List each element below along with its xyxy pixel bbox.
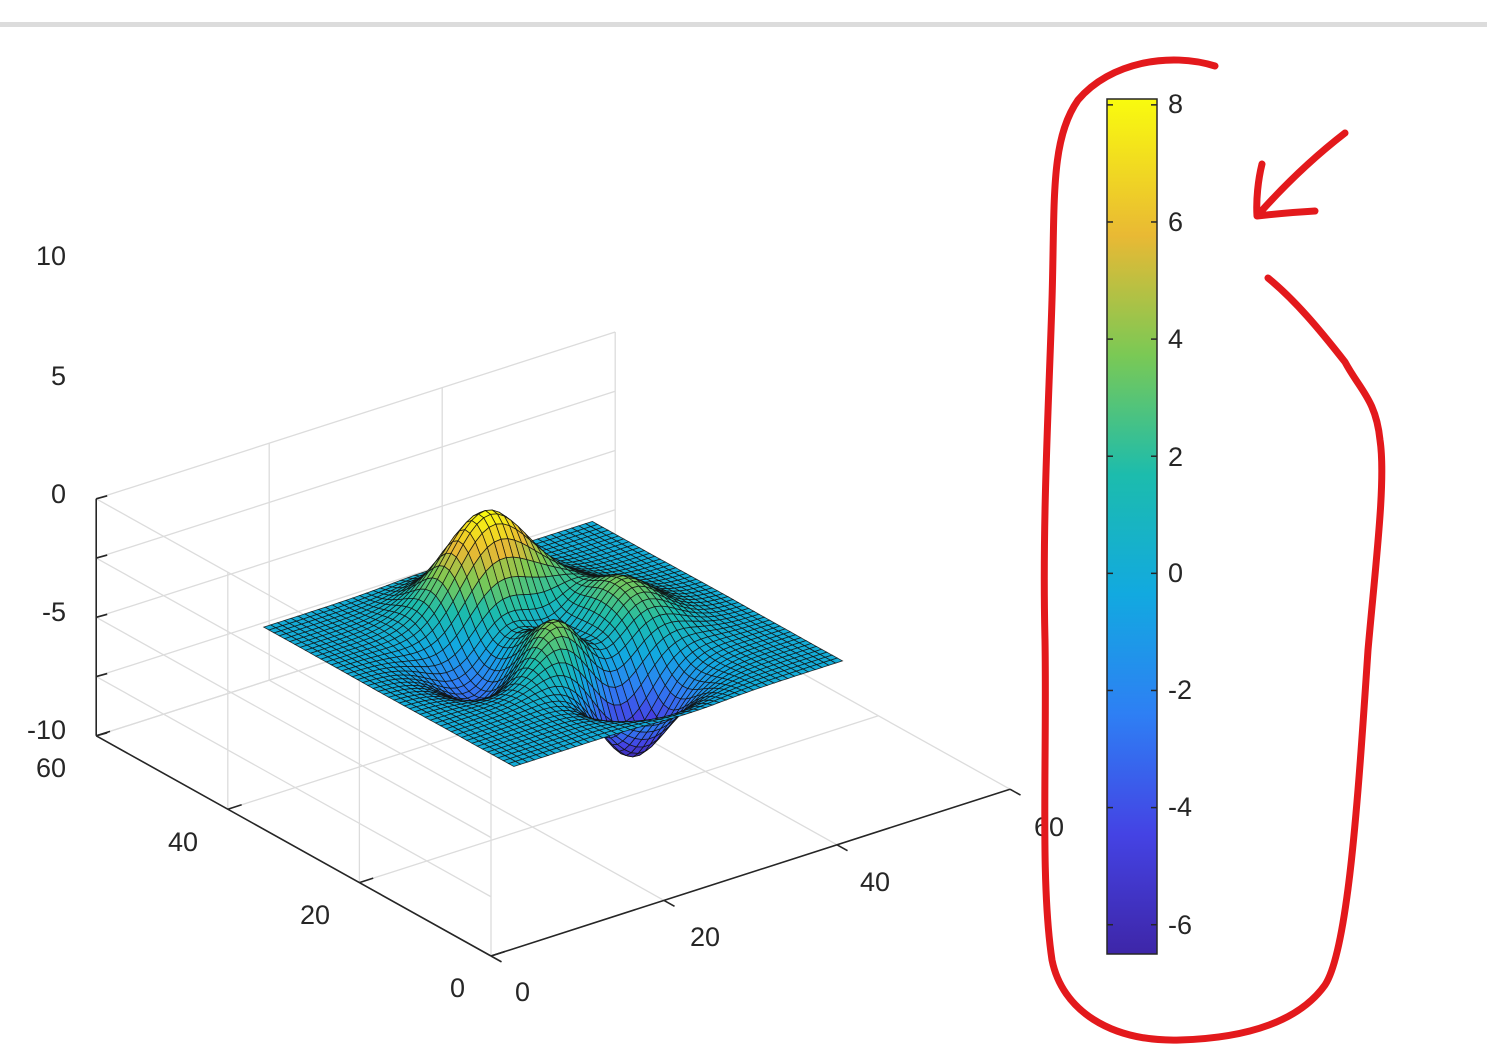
red-annotation (1040, 56, 1386, 1044)
colorbar-tick-label: 2 (1168, 442, 1183, 472)
window-top-border (0, 22, 1487, 27)
y-tick-label: 20 (300, 900, 330, 930)
grid-line (95, 675, 492, 898)
surface-patch (507, 760, 522, 767)
z-tick-label: 0 (51, 479, 66, 509)
x-tick-label: 40 (860, 867, 890, 897)
colorbar-tick-label: 0 (1168, 558, 1183, 588)
x-tick (663, 899, 675, 907)
colorbar: 8 6 4 2 0 -2 -4 -6 (1106, 89, 1192, 955)
x-tick (490, 955, 502, 963)
colorbar-gradient (1106, 98, 1158, 955)
x-tick-label: 20 (690, 922, 720, 952)
z-tick (95, 732, 108, 737)
x-tick-label: 60 (1034, 812, 1064, 842)
colorbar-tick-label: -4 (1168, 792, 1192, 822)
annotation-arrow (1253, 129, 1349, 220)
z-tick-label: 10 (36, 241, 66, 271)
axes-lines (95, 495, 1021, 963)
z-tick (95, 495, 108, 500)
x-tick (1009, 788, 1021, 796)
z-tick (95, 554, 108, 559)
y-tick-label: 40 (168, 827, 198, 857)
colorbar-tick-label: -2 (1168, 675, 1192, 705)
x-axis-line (490, 788, 1011, 957)
colorbar-tick-label: 8 (1168, 89, 1183, 119)
x-tick-label: 0 (515, 977, 530, 1007)
colorbar-tick-label: -6 (1168, 910, 1192, 940)
axes-tick-labels: 10 5 0 -5 -10 60 40 20 0 0 20 40 60 (27, 241, 1064, 1007)
colorbar-tick-label: 4 (1168, 324, 1183, 354)
z-tick-label: 5 (51, 361, 66, 391)
y-tick (490, 950, 506, 957)
x-tick (836, 844, 848, 852)
annotation-circle (1040, 56, 1386, 1044)
grid-line (96, 449, 616, 618)
colorbar-tick-label: 6 (1168, 207, 1183, 237)
y-tick-label: 0 (450, 973, 465, 1003)
grid-line (96, 390, 616, 559)
z-tick-label: -5 (42, 597, 66, 627)
z-tick (95, 672, 108, 678)
colorbar-ticks (1107, 104, 1157, 926)
surface-mesh (262, 509, 844, 767)
grid-line (359, 715, 879, 884)
grid-line (268, 679, 665, 901)
z-tick-label: -10 (27, 715, 66, 745)
y-tick (359, 877, 374, 884)
grid-line (95, 616, 492, 839)
z-tick (95, 613, 108, 619)
y-axis-line (95, 735, 492, 957)
grid-line (96, 331, 616, 500)
y-tick-label: 60 (36, 753, 66, 783)
y-tick (227, 803, 242, 810)
grid-line (95, 557, 492, 779)
